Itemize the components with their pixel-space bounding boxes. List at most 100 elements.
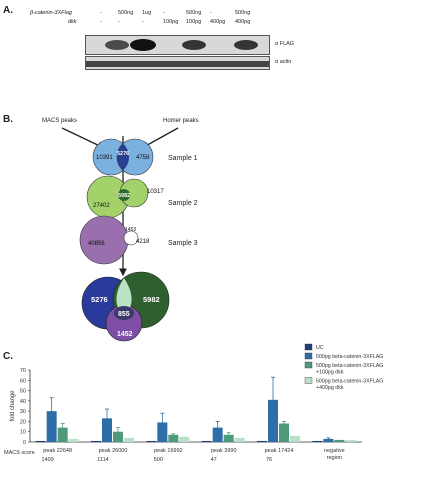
chart-legend: UC 500pg beta-catenin-3XFLAG 500pg beta-ca…	[304, 343, 383, 391]
legend-swatch	[304, 343, 313, 351]
row2-value: -	[142, 19, 144, 25]
bar	[257, 440, 267, 442]
bar	[68, 438, 79, 442]
legend-swatch	[304, 361, 313, 369]
legend-swatch	[304, 352, 313, 360]
bar	[312, 440, 323, 442]
s3-center: 1453	[125, 227, 136, 233]
s1-right: 4758	[136, 155, 150, 161]
legend-label: 500pg beta-catenin-3XFLAG	[316, 363, 383, 369]
bar	[345, 439, 356, 442]
s1-left: 10391	[96, 155, 113, 161]
row1-value: 1ug	[142, 10, 152, 16]
x-tick-label: negative	[324, 448, 345, 454]
x-tick-label: peak 3990	[211, 448, 237, 454]
row1-value: -	[163, 10, 165, 16]
bar	[57, 427, 68, 442]
actin-blot-label: α actin	[275, 59, 292, 65]
bar	[323, 438, 334, 442]
legend-label: +400pg dkk	[316, 385, 344, 391]
row2-value: -	[100, 19, 102, 25]
fold-change-chart: UC 500pg beta-catenin-3XFLAG 500pg beta-ca…	[4, 343, 383, 463]
bar	[168, 434, 179, 442]
row2-value: 100pg	[163, 19, 179, 25]
s3-name: Sample 3	[168, 240, 198, 247]
actin-blot-bands	[86, 61, 269, 67]
y-axis-label: fold change	[10, 390, 16, 422]
y-tick-label: 10	[20, 430, 26, 436]
row2-value: 100pg	[186, 19, 202, 25]
legend-label: 500pg beta-catenin-3XFLAG	[316, 354, 383, 360]
flag-blot-bands	[105, 39, 258, 51]
venn-center: 855	[118, 311, 130, 318]
venn-a: 5276	[91, 295, 108, 304]
bar	[46, 411, 57, 442]
s2-left: 27402	[93, 203, 110, 209]
bar	[334, 439, 345, 442]
s2-right: 10317	[147, 189, 164, 195]
y-tick-label: 20	[20, 419, 26, 425]
bar	[157, 422, 168, 442]
y-tick-label: 50	[20, 389, 26, 395]
macs-peaks-label: MACS peaks	[42, 118, 78, 124]
beta-catenin-row-label: β-catenin-3XFlag	[30, 10, 72, 16]
bar	[146, 440, 157, 442]
venn-b: 5982	[143, 295, 160, 304]
s3-right: 4218	[136, 239, 150, 245]
dkk-row-label: dkk	[68, 19, 77, 25]
flag-blot-label: α FLAG	[275, 41, 295, 47]
y-tick-label: 70	[20, 368, 26, 374]
bar	[234, 437, 245, 442]
bar	[91, 440, 101, 442]
s2-name: Sample 2	[168, 200, 198, 207]
bar	[35, 440, 46, 442]
y-tick-label: 30	[20, 409, 26, 415]
row1-value: 500ng	[235, 10, 251, 16]
s3-left: 40856	[88, 241, 105, 247]
macs-score: 1409	[42, 457, 54, 463]
panel-a-letter: A.	[3, 5, 13, 16]
bar	[102, 418, 112, 442]
x-tick-label: region	[327, 455, 342, 461]
chart-axes: 0 10 20 30 40 50 60 70 fold change	[10, 368, 362, 446]
bar	[279, 423, 289, 442]
y-tick-label: 0	[23, 440, 26, 446]
macs-score: 500	[154, 457, 163, 463]
y-tick-label: 60	[20, 378, 26, 384]
bar	[212, 427, 223, 442]
row1-value: 500ng	[186, 10, 202, 16]
chart-bars	[35, 376, 356, 442]
macs-score-label: MACS score	[4, 450, 35, 456]
macs-arrow	[61, 127, 106, 149]
macs-score: 1114	[97, 457, 108, 463]
x-tick-label: peak 26000	[99, 448, 128, 454]
panel-c-letter: C.	[3, 351, 13, 362]
x-tick-label: peak 17424	[265, 448, 294, 454]
s1-center: 5276	[117, 151, 129, 157]
actin-blot	[85, 56, 270, 70]
chart-x-labels: MACS score peak 22648 1409 peak 26000 1114 pe…	[4, 448, 345, 463]
x-tick-label: peak 22648	[43, 448, 72, 454]
venn-c: 1452	[117, 331, 133, 338]
row2-value: -	[118, 19, 120, 25]
row2-value: 400pg	[210, 19, 226, 25]
bar	[113, 431, 123, 442]
bar	[290, 435, 300, 442]
y-tick-label: 40	[20, 399, 26, 405]
macs-score: 76	[266, 457, 272, 463]
bar	[201, 440, 212, 442]
venn-diagrams: 10391 5276 4758 Sample 1 27402 5982 1031…	[61, 127, 198, 342]
bar	[179, 436, 190, 442]
row1-value: -	[100, 10, 102, 16]
legend-label: 500pg beta-catenin-3XFLAG	[316, 379, 383, 385]
flag-blot	[85, 35, 270, 55]
row1-value: 500ng	[118, 10, 134, 16]
x-tick-label: peak 16992	[154, 448, 183, 454]
row1-value: -	[210, 10, 212, 16]
s2-center: 5982	[118, 193, 130, 199]
row2-value: 400pg	[235, 19, 251, 25]
bar	[124, 437, 134, 442]
homer-peaks-label: Homer peaks	[163, 118, 199, 124]
legend-swatch	[304, 377, 313, 384]
legend-label: +100pg dkk	[316, 370, 344, 376]
